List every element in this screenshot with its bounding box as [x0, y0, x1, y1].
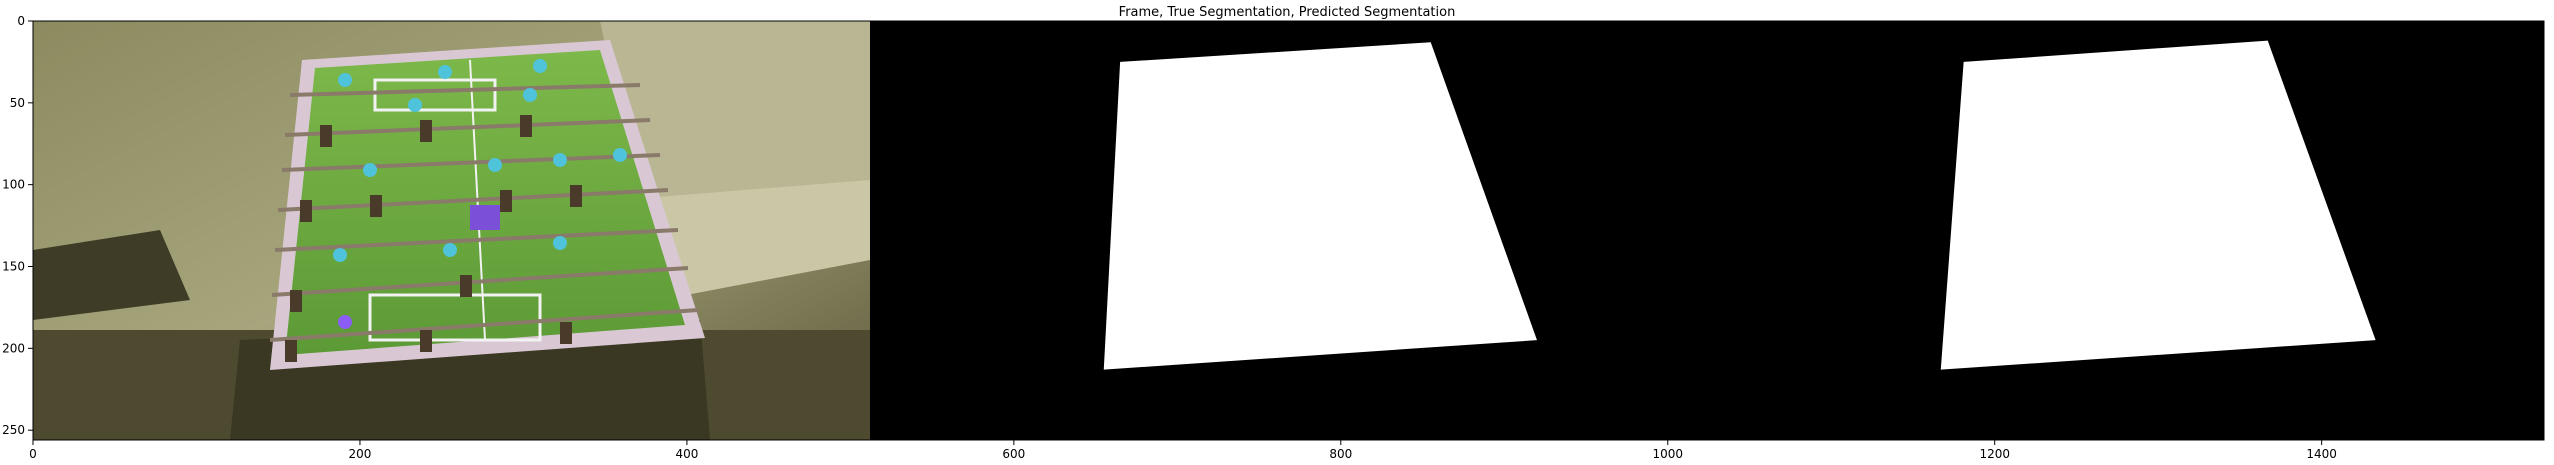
frame-image: [33, 21, 870, 440]
predicted-segmentation-image: [1707, 21, 2544, 440]
x-tick-label: 600: [1002, 447, 1025, 461]
true-mask-polygon: [1103, 42, 1537, 370]
y-tick-label: 150: [2, 260, 25, 274]
x-tick-label: 1000: [1652, 447, 1683, 461]
x-axis: 0 200 400 600 800 1000 1200 1400: [29, 440, 2337, 461]
x-tick-label: 1400: [2306, 447, 2337, 461]
y-tick-label: 100: [2, 178, 25, 192]
predicted-mask-polygon: [1940, 40, 2376, 370]
x-tick-label: 800: [1329, 447, 1352, 461]
axes-frame: [32, 20, 2545, 441]
y-tick-label: 0: [17, 14, 25, 28]
x-tick-label: 200: [349, 447, 372, 461]
x-tick-label: 0: [29, 447, 37, 461]
x-tick-label: 1200: [1979, 447, 2010, 461]
true-segmentation-image: [870, 21, 1707, 440]
x-tick-label: 400: [675, 447, 698, 461]
y-tick-label: 200: [2, 341, 25, 355]
y-axis: 0 50 100 150 200 250: [2, 14, 33, 437]
y-tick-label: 50: [10, 96, 25, 110]
chart-title: Frame, True Segmentation, Predicted Segm…: [1119, 5, 1456, 20]
y-tick-label: 250: [2, 423, 25, 437]
